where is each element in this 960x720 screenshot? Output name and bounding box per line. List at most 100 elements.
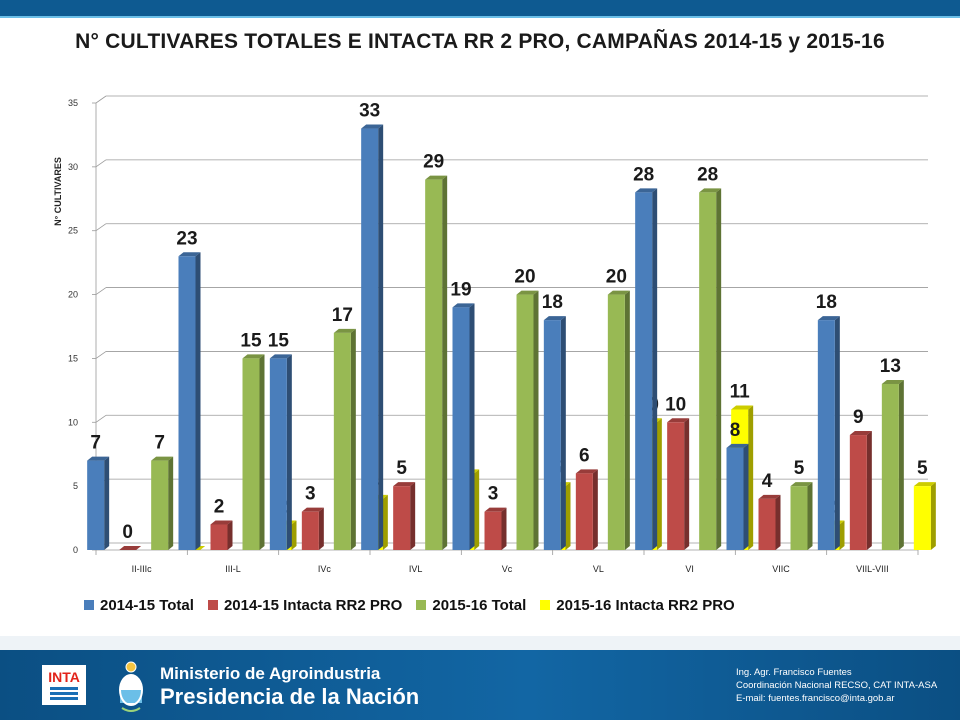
y-tick-label: 5 xyxy=(73,481,78,491)
data-label: 20 xyxy=(514,267,535,288)
gridline-depth xyxy=(95,414,107,423)
bar-side xyxy=(898,379,904,550)
legend-label: 2015-16 Total xyxy=(432,596,527,614)
legend-item-2015-intacta: 2015-16 Intacta RR2 PRO xyxy=(540,597,735,614)
data-label: 15 xyxy=(268,330,290,351)
data-label: 4 xyxy=(762,471,773,492)
gridline-depth xyxy=(95,351,107,359)
y-tick-label: 0 xyxy=(73,545,78,555)
data-label: 15 xyxy=(240,330,262,351)
bar-side xyxy=(652,188,658,550)
bar-side xyxy=(259,354,265,550)
bar xyxy=(817,320,835,550)
bar-top xyxy=(849,431,872,436)
bar-side xyxy=(684,418,690,550)
bar xyxy=(87,460,105,550)
bar-side xyxy=(716,188,722,550)
bar-top xyxy=(242,354,265,359)
data-label: 19 xyxy=(450,279,471,300)
footer-bar xyxy=(0,650,960,720)
y-tick-label: 15 xyxy=(68,353,78,363)
y-tick-label: 30 xyxy=(68,162,78,172)
data-label: 28 xyxy=(633,164,654,185)
bar-side xyxy=(565,482,571,550)
data-label: 7 xyxy=(90,433,101,454)
ministry-name: Ministerio de Agroindustria xyxy=(160,664,381,683)
bar-side xyxy=(807,482,813,550)
legend-item-2014-intacta: 2014-15 Intacta RR2 PRO xyxy=(207,596,403,614)
bar xyxy=(913,486,931,550)
bar xyxy=(178,256,196,550)
bar xyxy=(607,294,625,550)
bar-side xyxy=(656,418,662,550)
bar-side xyxy=(624,290,630,550)
x-tick-label: VIIC xyxy=(772,564,790,574)
bar xyxy=(333,332,351,550)
bar-side xyxy=(592,469,598,550)
data-label: 7 xyxy=(154,433,165,454)
bar-top xyxy=(269,354,292,359)
bar xyxy=(699,192,717,550)
bar-top xyxy=(607,290,630,295)
legend-item-2014-total: 2014-15 Total xyxy=(84,597,194,614)
bar-top xyxy=(425,175,448,180)
data-label: 33 xyxy=(359,101,380,122)
data-label: 5 xyxy=(396,458,407,479)
bar-top xyxy=(881,379,904,384)
bar-top xyxy=(817,316,840,321)
bar xyxy=(301,511,319,550)
data-label: 20 xyxy=(606,267,627,288)
gridline-depth xyxy=(95,95,107,104)
data-label: 23 xyxy=(176,228,197,249)
presidency-name: Presidencia de la Nación xyxy=(160,684,420,709)
data-label: 3 xyxy=(305,484,316,505)
bar xyxy=(484,511,502,550)
bar-top xyxy=(484,507,507,512)
bar-top xyxy=(913,482,936,487)
bar-side xyxy=(775,494,781,550)
bar-side xyxy=(382,494,388,550)
bar xyxy=(849,435,867,550)
data-label: 18 xyxy=(816,292,837,313)
x-tick-label: IVL xyxy=(409,564,423,574)
bar xyxy=(881,383,899,550)
footer-separator xyxy=(0,636,960,650)
top-bar xyxy=(0,0,960,16)
legend-label: 2014-15 Intacta RR2 PRO xyxy=(223,596,403,614)
bar-top xyxy=(726,443,749,448)
legend: 2014-15 Total 2014-15 Intacta RR2 PRO 20… xyxy=(84,594,904,616)
data-label: 5 xyxy=(794,458,805,479)
bar-side xyxy=(410,482,416,550)
data-label: 6 xyxy=(579,445,590,466)
bar xyxy=(393,486,411,550)
bar-top xyxy=(333,328,356,333)
data-label: 2 xyxy=(214,496,225,517)
bar-side xyxy=(866,431,872,550)
bar-top xyxy=(731,405,754,410)
y-axis-label: N° CULTIVARES xyxy=(53,157,63,226)
inta-logo-bars xyxy=(50,687,78,701)
bar-side xyxy=(748,405,754,550)
national-shield-icon xyxy=(119,661,143,712)
bar-top xyxy=(151,456,174,461)
data-label: 3 xyxy=(488,484,499,505)
data-label: 13 xyxy=(880,356,901,377)
bar xyxy=(667,422,685,550)
bar xyxy=(635,192,653,550)
gridline-depth xyxy=(95,223,107,232)
bar-top xyxy=(575,469,598,474)
bar xyxy=(210,524,228,550)
data-label: 9 xyxy=(853,407,864,428)
legend-swatch xyxy=(207,600,218,610)
data-label: 29 xyxy=(423,152,444,173)
bar-side xyxy=(501,507,507,550)
bar xyxy=(452,307,470,550)
y-tick-label: 20 xyxy=(68,290,78,300)
bar-side xyxy=(474,469,480,550)
contact-info: Ing. Agr. Francisco Fuentes Coordinación… xyxy=(736,666,937,705)
contact-role: Coordinación Nacional RECSO, CAT INTA-AS… xyxy=(736,680,938,691)
data-label: 8 xyxy=(730,420,741,441)
bar-side xyxy=(743,443,749,550)
